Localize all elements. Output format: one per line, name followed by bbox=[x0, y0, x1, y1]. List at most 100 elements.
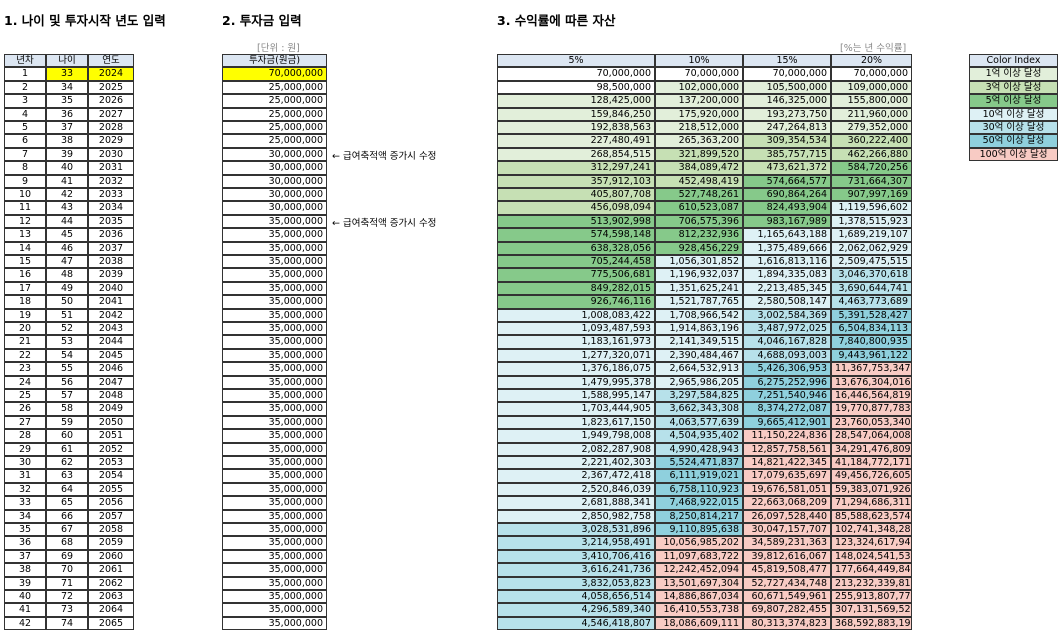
table-cell: 28 bbox=[4, 429, 46, 443]
table-cell: 3,002,584,369 bbox=[743, 308, 831, 322]
table-cell: 638,328,056 bbox=[497, 241, 655, 255]
table-cell: 1,703,444,905 bbox=[497, 402, 655, 416]
table-cell: 4,546,418,807 bbox=[497, 616, 655, 631]
table-cell: 1,378,515,923 bbox=[831, 214, 912, 229]
table-cell: 85,588,623,574 bbox=[831, 509, 912, 523]
table-cell: 35,000,000 bbox=[222, 281, 327, 296]
table-cell: 47 bbox=[46, 255, 88, 269]
table-cell: 2048 bbox=[88, 389, 134, 403]
table-cell: 2031 bbox=[88, 161, 134, 175]
table-cell: 33 bbox=[46, 67, 88, 81]
table-cell: 211,960,000 bbox=[831, 107, 912, 121]
table-cell: 2036 bbox=[88, 228, 134, 242]
table-cell: 849,282,015 bbox=[497, 281, 655, 296]
table-cell: 1,689,219,107 bbox=[831, 228, 912, 242]
table-cell: 71,294,686,311 bbox=[831, 496, 912, 510]
table-cell: 35 bbox=[46, 94, 88, 108]
table-cell: 1,119,596,602 bbox=[831, 201, 912, 215]
table-cell: 16 bbox=[4, 268, 46, 282]
table-cell: 25,000,000 bbox=[222, 107, 327, 121]
table-cell: 227,480,491 bbox=[497, 134, 655, 148]
table-cell: 146,325,000 bbox=[743, 94, 831, 108]
table-cell: 35,000,000 bbox=[222, 442, 327, 456]
table-cell: 452,498,419 bbox=[655, 174, 743, 188]
table-cell: 610,523,087 bbox=[655, 201, 743, 215]
table-cell: 2,664,532,913 bbox=[655, 362, 743, 376]
table-cell: 2029 bbox=[88, 134, 134, 148]
table-cell: 14,821,422,345 bbox=[743, 456, 831, 470]
table-cell: 265,363,200 bbox=[655, 134, 743, 148]
table-cell: 6 bbox=[4, 134, 46, 148]
table-cell: 52 bbox=[46, 322, 88, 336]
table-cell: 34,291,476,809 bbox=[831, 442, 912, 456]
table-cell: 30,047,157,707 bbox=[743, 523, 831, 537]
table-cell: 1,196,932,037 bbox=[655, 268, 743, 282]
table-cell: 25 bbox=[4, 389, 46, 403]
table-cell: 9,110,895,638 bbox=[655, 523, 743, 537]
unit-note: [단위 : 원] bbox=[257, 43, 300, 54]
table-cell: 4 bbox=[4, 107, 46, 121]
table-cell: 72 bbox=[46, 590, 88, 604]
table-cell: 3,487,972,025 bbox=[743, 322, 831, 336]
table-cell: 17,079,635,697 bbox=[743, 469, 831, 483]
table-cell: 3,028,531,896 bbox=[497, 523, 655, 537]
table-cell: 35,000,000 bbox=[222, 335, 327, 349]
table-cell: 2,082,287,908 bbox=[497, 442, 655, 456]
table-cell: 2034 bbox=[88, 201, 134, 215]
table-cell: 35,000,000 bbox=[222, 496, 327, 510]
legend-item: 1억 이상 달성 bbox=[969, 67, 1058, 81]
table-cell: 268,854,515 bbox=[497, 147, 655, 162]
legend-item: 3억 이상 달성 bbox=[969, 80, 1058, 95]
table-cell: 321,899,520 bbox=[655, 147, 743, 162]
table-cell: 13,501,697,304 bbox=[655, 576, 743, 590]
table-cell: 1,183,161,973 bbox=[497, 335, 655, 349]
table-cell: 35,000,000 bbox=[222, 308, 327, 322]
table-cell: 80,313,374,823 bbox=[743, 616, 831, 631]
table-cell: 12 bbox=[4, 214, 46, 229]
table-cell: 70 bbox=[46, 563, 88, 577]
table-cell: 3,214,958,491 bbox=[497, 536, 655, 550]
table-cell: 12,857,758,561 bbox=[743, 442, 831, 456]
table-cell: 60,671,549,961 bbox=[743, 590, 831, 604]
table-cell: 159,846,250 bbox=[497, 107, 655, 121]
table-cell: 37 bbox=[4, 549, 46, 564]
table-cell: 28,547,064,008 bbox=[831, 429, 912, 443]
header-cell: 나이 bbox=[46, 54, 88, 68]
table-cell: 4,463,773,689 bbox=[831, 295, 912, 309]
table-cell: 2042 bbox=[88, 308, 134, 322]
unit-note: [%는 년 수익률] bbox=[840, 43, 907, 54]
header-cell: 투자금(원금) bbox=[222, 54, 327, 68]
table-cell: 2,509,475,515 bbox=[831, 255, 912, 269]
table-cell: 18,086,609,111 bbox=[655, 616, 743, 631]
table-cell: 7,251,540,946 bbox=[743, 389, 831, 403]
table-cell: 59,383,071,926 bbox=[831, 482, 912, 497]
table-cell: 3,616,241,736 bbox=[497, 563, 655, 577]
table-cell: 70,000,000 bbox=[497, 67, 655, 81]
table-cell: 59 bbox=[46, 415, 88, 430]
legend-item: 5억 이상 달성 bbox=[969, 94, 1058, 108]
table-cell: 68 bbox=[46, 536, 88, 550]
table-cell: 1,277,320,071 bbox=[497, 348, 655, 363]
table-cell: 35,000,000 bbox=[222, 295, 327, 309]
table-cell: 39 bbox=[46, 147, 88, 162]
table-cell: 35,000,000 bbox=[222, 456, 327, 470]
table-cell: 1,376,186,075 bbox=[497, 362, 655, 376]
table-cell: 1,479,995,378 bbox=[497, 375, 655, 389]
table-cell: 2043 bbox=[88, 322, 134, 336]
table-cell: 19 bbox=[4, 308, 46, 322]
table-cell: 2054 bbox=[88, 469, 134, 483]
table-cell: 926,746,116 bbox=[497, 295, 655, 309]
table-cell: 2,390,484,467 bbox=[655, 348, 743, 363]
table-cell: 193,273,750 bbox=[743, 107, 831, 121]
table-cell: 123,324,617,946 bbox=[831, 536, 912, 550]
table-cell: 70,000,000 bbox=[222, 67, 327, 81]
table-cell: 812,232,936 bbox=[655, 228, 743, 242]
legend-item: 100억 이상 달성 bbox=[969, 147, 1058, 162]
table-cell: 60 bbox=[46, 429, 88, 443]
table-cell: 2046 bbox=[88, 362, 134, 376]
section-title: 3. 수익률에 따른 자산 bbox=[497, 13, 616, 28]
table-cell: 1,056,301,852 bbox=[655, 255, 743, 269]
table-cell: 2047 bbox=[88, 375, 134, 389]
table-cell: 45 bbox=[46, 228, 88, 242]
table-cell: 105,500,000 bbox=[743, 80, 831, 95]
